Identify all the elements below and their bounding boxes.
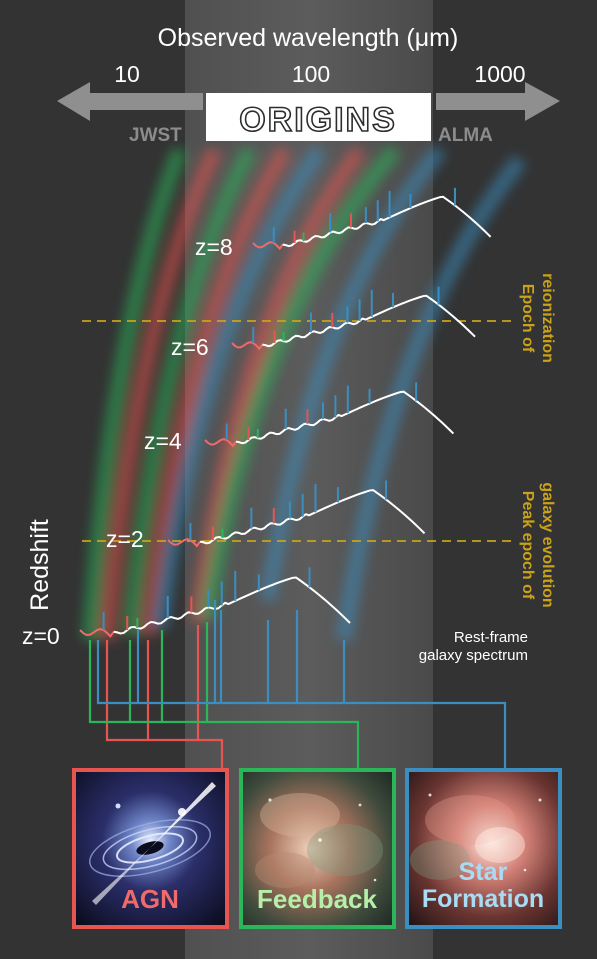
- left-arrow: [57, 82, 203, 121]
- star-formation-illustration: [410, 793, 542, 880]
- rest-frame-label-line1: Rest-frame: [454, 629, 528, 646]
- spectrum-z8: [252, 187, 492, 251]
- spectrum-agn-segment: [252, 241, 284, 251]
- redshift-label-z2: z=2: [106, 526, 144, 552]
- spectrum-z2: [167, 480, 426, 548]
- reionization-label: Epoch of reionization: [519, 273, 556, 363]
- peak-epoch-label-line2: galaxy evolution: [539, 482, 556, 607]
- feedback-image: [241, 770, 394, 927]
- peak-epoch-label-line1: Peak epoch of: [519, 491, 536, 600]
- wavelength-track: [82, 147, 188, 641]
- feedback-connector-a: [88, 640, 360, 770]
- wavelength-track: [260, 144, 447, 602]
- tick-label-100: 100: [292, 61, 330, 87]
- redshift-label-z6: z=6: [171, 334, 209, 360]
- spectrum-continuum: [262, 294, 476, 348]
- spectrum-agn-segment: [79, 628, 115, 638]
- sf-connector-a: [96, 640, 507, 770]
- jwst-label: JWST: [129, 125, 182, 146]
- agn-connector-a: [105, 640, 224, 770]
- star-formation-panel-label-line1: Star: [459, 858, 508, 886]
- wavelength-track: [122, 146, 258, 636]
- peak-epoch-label: Peak epoch of galaxy evolution: [519, 482, 556, 607]
- tick-label-1000: 1000: [474, 61, 525, 87]
- star-formation-panel: Star Formation: [405, 768, 562, 929]
- redshift-axis-title: Redshift: [26, 519, 54, 611]
- feedback-frame: [239, 768, 396, 929]
- wavelength-track: [99, 146, 223, 641]
- feedback-panel-label: Feedback: [257, 884, 377, 914]
- spectrum-continuum: [235, 390, 455, 445]
- spectrum-continuum: [113, 576, 351, 635]
- redshift-label-z4: z=4: [144, 428, 182, 454]
- spectrum-z6: [231, 286, 476, 351]
- agn-panel-label: AGN: [121, 884, 179, 914]
- star-formation-image: [407, 770, 560, 927]
- spectrum-agn-segment: [167, 538, 201, 548]
- top-axis-title: Observed wavelength (μm): [158, 24, 459, 52]
- redshift-label-z0: z=0: [22, 623, 60, 649]
- feedback-panel: Feedback: [239, 768, 396, 929]
- wavelength-track: [152, 145, 327, 630]
- alma-label: ALMA: [438, 125, 493, 146]
- feedback-illustration: [255, 793, 383, 888]
- spectrum-z0: [79, 567, 351, 638]
- agn-illustration: [89, 782, 216, 905]
- tick-label-10: 10: [114, 61, 140, 87]
- origins-box: [206, 93, 431, 141]
- agn-frame: [72, 768, 229, 929]
- right-arrow: [436, 82, 560, 121]
- wavelength-track: [336, 155, 527, 642]
- origins-label: ORIGINS: [239, 101, 397, 139]
- spectrum-z4: [204, 382, 455, 448]
- spectrum-continuum: [199, 489, 426, 545]
- agn-panel: AGN: [72, 768, 229, 929]
- reionization-label-line2: reionization: [539, 273, 556, 363]
- star-formation-panel-label-line2: Formation: [422, 885, 544, 913]
- reionization-label-line1: Epoch of: [519, 284, 536, 353]
- spectrum-continuum: [282, 195, 492, 248]
- feature-connectors: [88, 600, 507, 770]
- rest-frame-label-line2: galaxy spectrum: [419, 647, 528, 664]
- wavelength-track: [140, 145, 292, 636]
- redshift-label-z8: z=8: [195, 234, 233, 260]
- star-formation-frame: [405, 768, 562, 929]
- spectrum-agn-segment: [231, 341, 264, 351]
- spectrum-agn-segment: [204, 438, 237, 448]
- spectra-group: [79, 187, 492, 638]
